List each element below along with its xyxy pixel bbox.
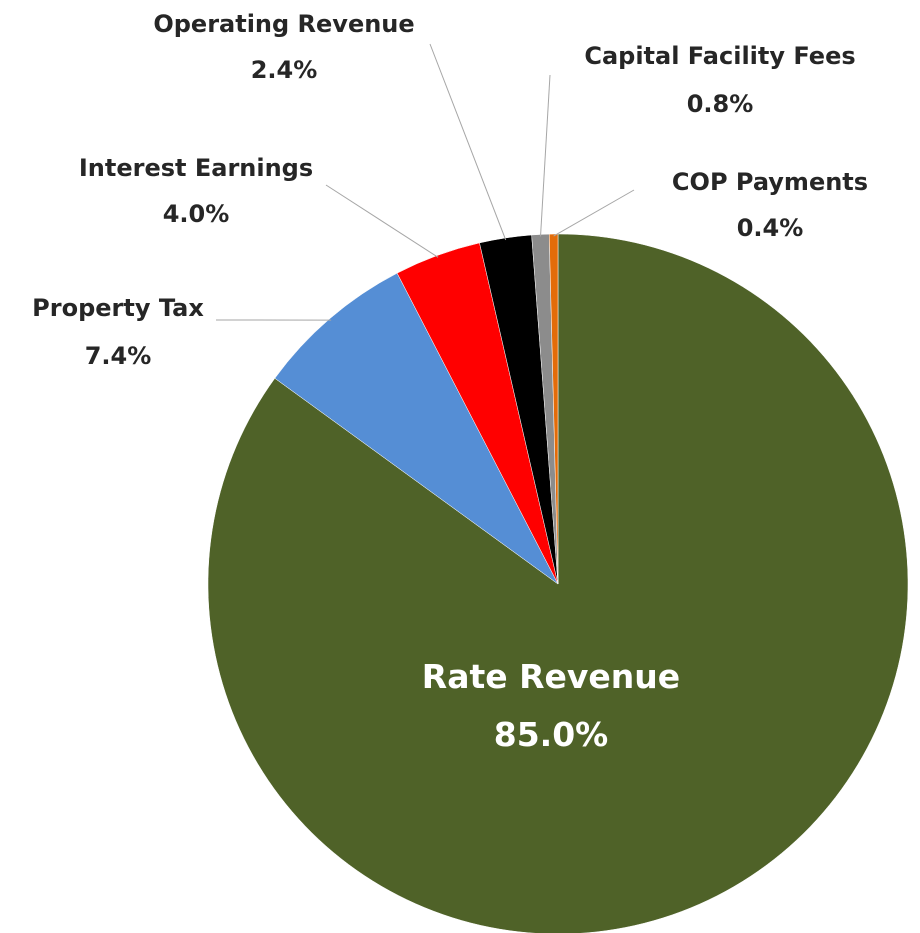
slice-label-rate-revenue: Rate Revenue xyxy=(422,657,680,696)
leader-line-interest-earnings xyxy=(325,184,439,258)
slice-value-interest-earnings: 4.0% xyxy=(163,200,230,228)
slices-layer xyxy=(207,233,909,933)
slice-label-cop-payments: COP Payments xyxy=(672,168,868,196)
slice-value-capital-facility-fees: 0.8% xyxy=(687,90,754,118)
leader-line-capital-facility-fees xyxy=(540,74,551,237)
slice-label-capital-facility-fees: Capital Facility Fees xyxy=(584,42,855,70)
slice-label-operating-revenue: Operating Revenue xyxy=(153,10,414,38)
slice-value-property-tax: 7.4% xyxy=(85,342,152,370)
data-labels: Rate Revenue 85.0% Property Tax 7.4% Interes… xyxy=(32,10,868,754)
pie-slice-property-tax xyxy=(274,272,559,585)
slice-label-property-tax: Property Tax xyxy=(32,294,204,322)
slice-value-rate-revenue: 85.0% xyxy=(494,715,609,754)
slice-label-interest-earnings: Interest Earnings xyxy=(79,154,313,182)
leader-lines xyxy=(215,43,635,321)
pie-slice-rate-revenue xyxy=(207,233,909,933)
leader-line-operating-revenue xyxy=(429,43,507,241)
slice-value-cop-payments: 0.4% xyxy=(737,214,804,242)
slice-value-operating-revenue: 2.4% xyxy=(251,56,318,84)
leader-line-cop-payments xyxy=(553,189,635,237)
